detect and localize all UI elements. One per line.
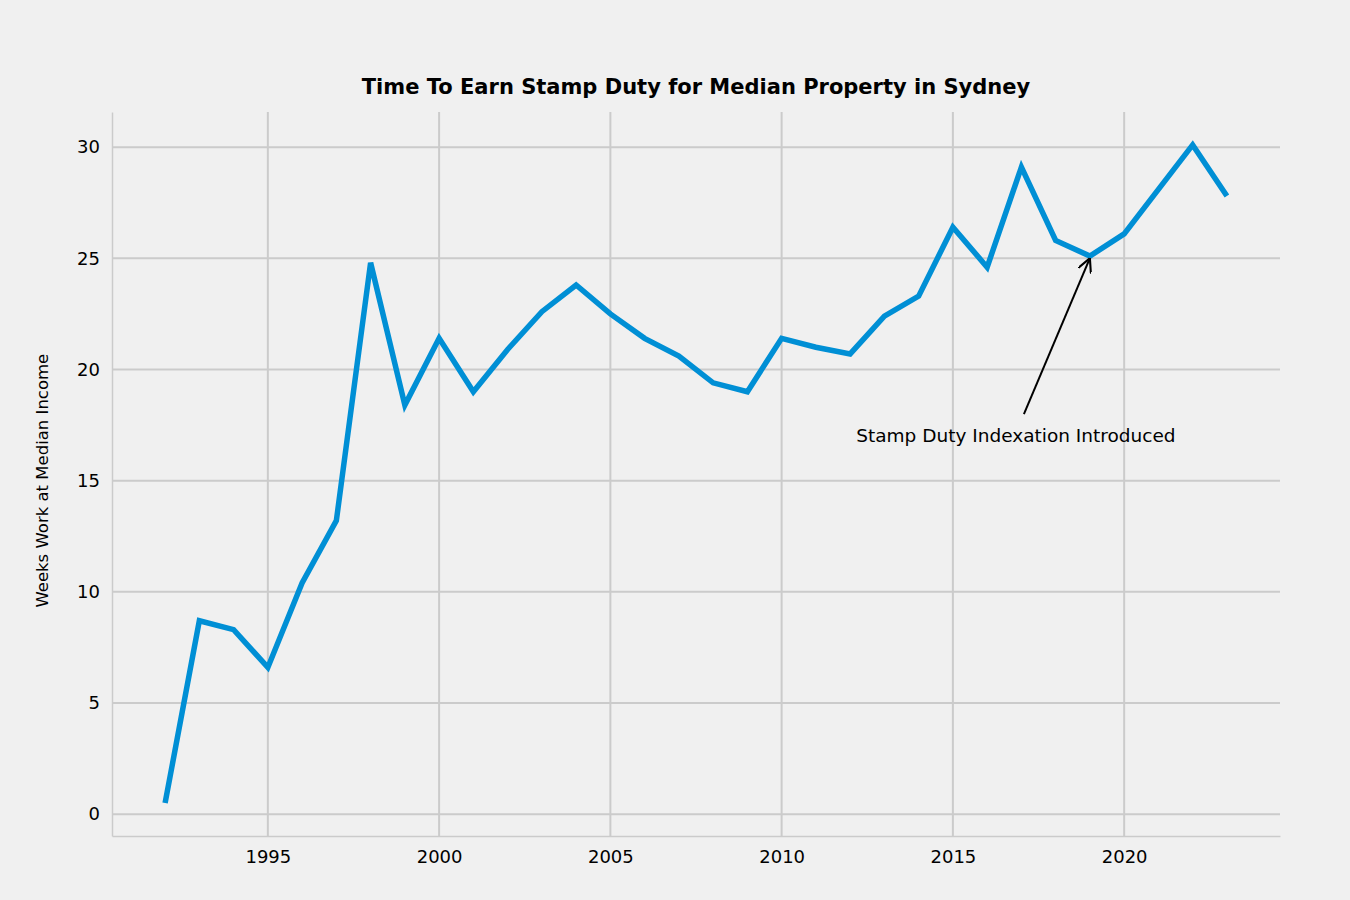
tick-label: 2000 [417, 846, 463, 867]
grid-line-x [609, 112, 611, 836]
grid-line-x [438, 112, 440, 836]
tick: 2005 [588, 836, 634, 867]
chart: 1995 2000 2005 2010 2015 2020 0 5 10 15 20 25 30 Stam… [0, 0, 1350, 900]
background [0, 0, 1350, 900]
axis-line [113, 836, 1281, 838]
grid-line-x [267, 112, 269, 836]
tick-label: 5 [89, 692, 100, 713]
tick: 10 [77, 581, 112, 602]
series [165, 145, 1227, 803]
tick-label: 2010 [759, 846, 805, 867]
tick: 0 [89, 803, 112, 824]
tick-label: 2015 [930, 846, 976, 867]
annotation-arrow [1024, 258, 1090, 414]
tick-label: 20 [77, 359, 100, 380]
tick: 2015 [930, 836, 976, 867]
tick: 2020 [1102, 836, 1148, 867]
grid-line-y [112, 813, 1280, 815]
tick-label: 25 [77, 248, 100, 269]
grid-line-y [112, 146, 1280, 148]
plot-area: 1995 2000 2005 2010 2015 2020 0 5 10 15 20 25 30 Stam… [77, 112, 1280, 867]
grid-line-y [112, 257, 1280, 259]
y-axis: 0 5 10 15 20 25 30 [77, 113, 112, 837]
grid-line-x [1123, 112, 1125, 836]
tick: 20 [77, 359, 112, 380]
axis-line [112, 113, 114, 837]
tick: 5 [89, 692, 112, 713]
grid-line-y [112, 591, 1280, 593]
annotation-text: Stamp Duty Indexation Introduced [856, 425, 1175, 446]
tick-label: 15 [77, 470, 100, 491]
grid-line-y [112, 480, 1280, 482]
tick-label: 2020 [1102, 846, 1148, 867]
tick: 30 [77, 136, 112, 157]
grid [112, 112, 1280, 836]
line [165, 145, 1227, 803]
tick-label: 30 [77, 136, 100, 157]
y-axis-title: Weeks Work at Median Income [33, 354, 52, 608]
tick-label: 1995 [245, 846, 291, 867]
tick: 2000 [417, 836, 463, 867]
title: Time To Earn Stamp Duty for Median Prope… [362, 75, 1031, 99]
grid-line-x [952, 112, 954, 836]
grid-line-x [781, 112, 783, 836]
tick: 15 [77, 470, 112, 491]
tick: 2010 [759, 836, 805, 867]
tick: 1995 [245, 836, 291, 867]
x-axis: 1995 2000 2005 2010 2015 2020 [113, 836, 1281, 867]
tick-label: 0 [89, 803, 100, 824]
tick-label: 2005 [588, 846, 634, 867]
tick-label: 10 [77, 581, 100, 602]
tick: 25 [77, 248, 112, 269]
grid-line-y [112, 702, 1280, 704]
